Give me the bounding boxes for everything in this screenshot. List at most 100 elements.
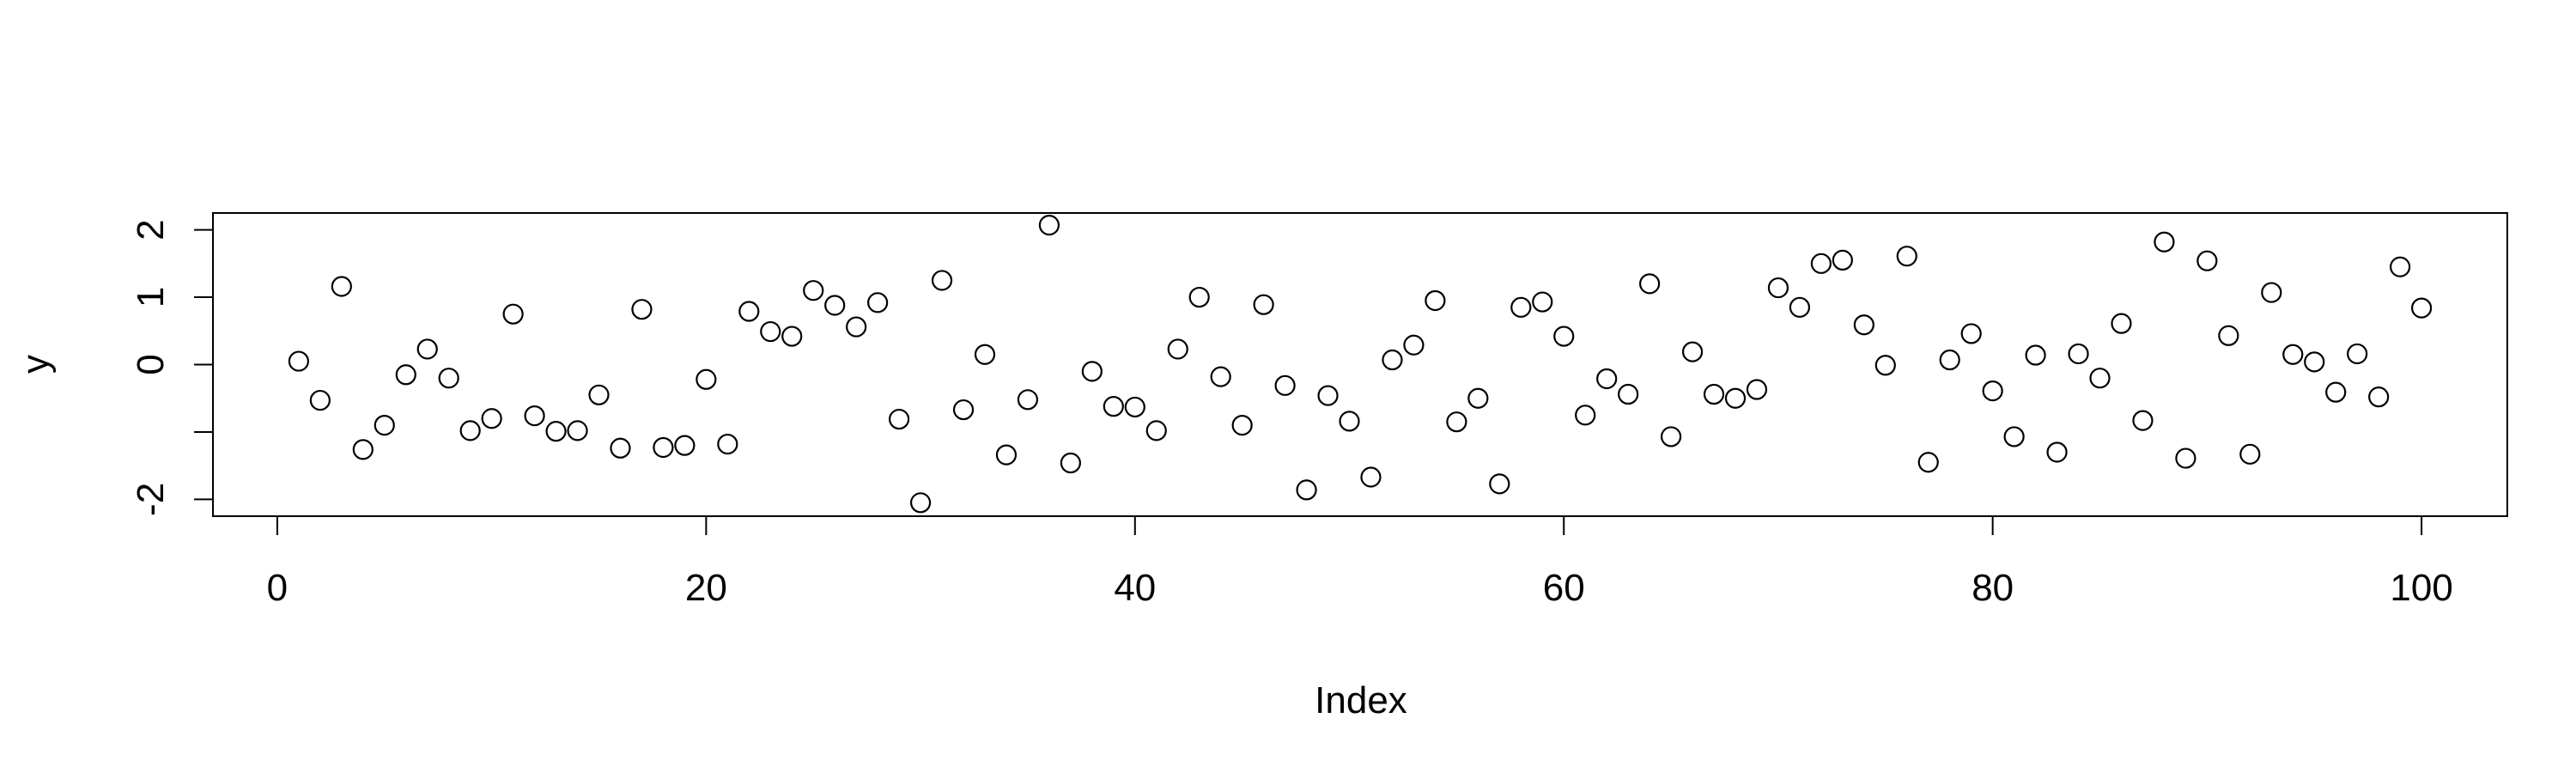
data-point — [1360, 466, 1382, 488]
data-point — [610, 437, 631, 459]
data-point — [1274, 374, 1296, 396]
data-point — [1789, 296, 1811, 318]
y-tick-label: 2 — [130, 219, 172, 240]
data-points — [288, 215, 2433, 514]
data-point — [1746, 379, 1768, 400]
data-point — [1403, 334, 1425, 356]
data-point — [1960, 323, 1982, 344]
data-point — [1681, 341, 1704, 362]
y-tick-label: 1 — [130, 287, 172, 307]
data-point — [438, 368, 459, 389]
data-point — [1618, 383, 1639, 405]
data-point — [1724, 387, 1747, 409]
data-point — [502, 303, 524, 325]
data-point — [2132, 410, 2154, 431]
x-axis-title: Index — [1315, 679, 1407, 721]
data-point — [653, 436, 674, 459]
data-point — [481, 408, 502, 429]
data-point — [1231, 415, 1253, 436]
data-point — [524, 405, 545, 427]
data-point — [995, 444, 1018, 466]
data-point — [738, 301, 760, 322]
data-point — [2196, 250, 2218, 271]
data-point — [952, 399, 975, 421]
data-point — [567, 420, 588, 441]
data-point — [717, 433, 738, 455]
y-tick-label: 0 — [130, 354, 172, 374]
data-point — [2304, 351, 2325, 373]
data-point — [1382, 349, 1403, 371]
data-point — [352, 439, 374, 460]
data-point — [909, 492, 932, 514]
data-point — [545, 421, 567, 442]
data-point — [889, 408, 910, 430]
data-point — [416, 338, 438, 360]
data-point — [974, 344, 996, 365]
data-point — [309, 389, 331, 411]
data-point — [1896, 246, 1917, 267]
data-point — [1703, 383, 1725, 405]
data-point — [1532, 291, 1553, 313]
data-point — [1810, 253, 1832, 274]
data-point — [2218, 325, 2239, 346]
y-axis-ticks: -2 0 1 2 — [130, 219, 213, 516]
data-point — [1575, 405, 1596, 426]
data-point — [1296, 479, 1317, 501]
data-point — [1339, 411, 1360, 432]
data-point — [803, 280, 824, 301]
data-point — [781, 326, 803, 347]
data-point — [1467, 387, 1489, 409]
data-point — [1939, 349, 1960, 371]
x-tick-label: 0 — [267, 567, 288, 609]
data-point — [1832, 249, 1853, 271]
data-point — [2111, 313, 2132, 334]
x-tick-label: 60 — [1543, 567, 1585, 609]
data-point — [1874, 355, 1896, 376]
y-axis-title: y — [15, 355, 57, 374]
data-point — [1210, 366, 1231, 387]
data-point — [1103, 396, 1124, 417]
data-point — [1038, 215, 1060, 236]
data-point — [2089, 368, 2111, 389]
data-point — [2046, 441, 2068, 463]
data-point — [1982, 380, 2003, 402]
y-tick-label: -2 — [130, 483, 172, 516]
data-point — [931, 270, 953, 291]
data-point — [395, 364, 416, 386]
x-tick-label: 80 — [1971, 567, 2014, 609]
data-point — [1596, 368, 1618, 390]
data-point — [2175, 447, 2196, 469]
data-point — [2003, 426, 2025, 447]
data-point — [1510, 296, 1532, 318]
data-point — [824, 295, 846, 316]
data-point — [1188, 286, 1210, 308]
data-point — [2368, 386, 2390, 408]
data-point — [2239, 443, 2261, 465]
data-point — [631, 299, 653, 320]
data-point — [1060, 452, 1081, 474]
data-point — [760, 320, 781, 343]
data-point — [2347, 343, 2368, 365]
data-point — [1446, 411, 1467, 433]
data-point — [1489, 473, 1510, 495]
data-point — [1081, 361, 1103, 382]
data-point — [846, 316, 867, 338]
data-point — [2068, 343, 2089, 365]
data-point — [1124, 396, 1145, 418]
data-point — [2154, 231, 2175, 253]
data-point — [1853, 314, 1874, 336]
data-point — [1317, 385, 1339, 406]
data-point — [374, 415, 395, 436]
data-point — [1660, 426, 1682, 447]
plot-frame — [212, 212, 2508, 517]
data-point — [2261, 282, 2282, 303]
data-point — [1017, 389, 1039, 411]
data-point — [459, 420, 481, 441]
data-point — [1639, 273, 1661, 295]
data-point — [2390, 256, 2411, 277]
data-point — [1425, 289, 1446, 312]
data-point — [674, 435, 696, 456]
data-point — [1917, 452, 1939, 473]
data-point — [1167, 338, 1188, 360]
